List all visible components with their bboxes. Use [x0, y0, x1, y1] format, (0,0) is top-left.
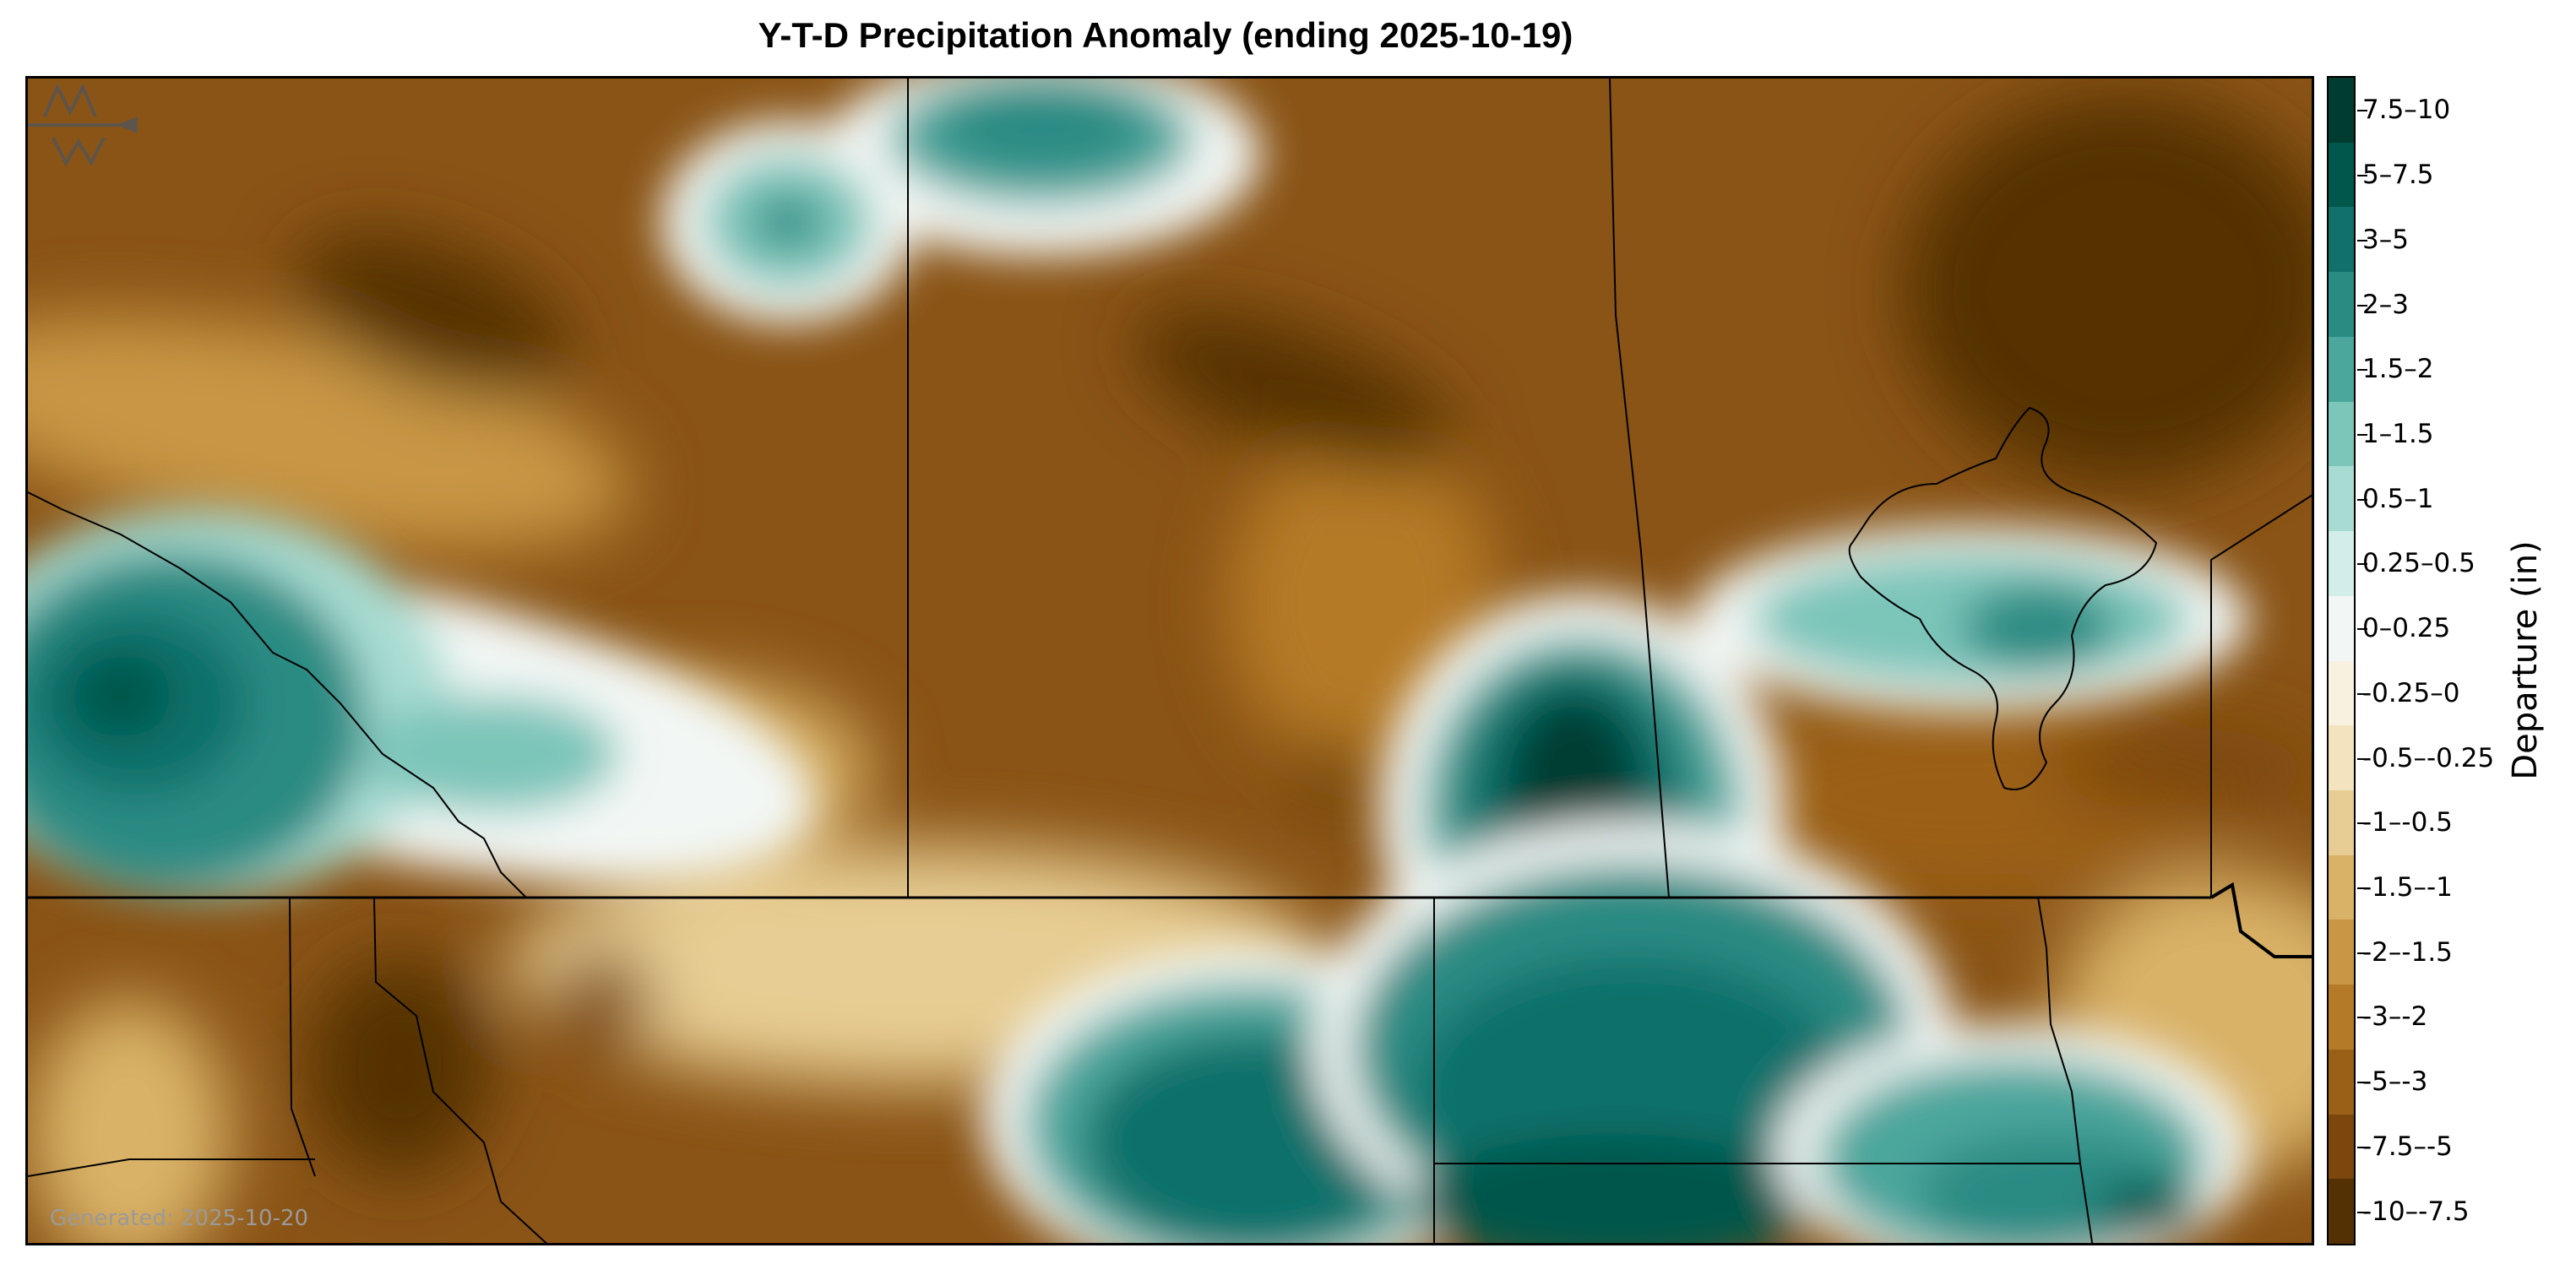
colorbar-bin-label: 2–3 [2362, 289, 2409, 320]
colorbar-bin [2329, 920, 2354, 985]
colorbar-tick [2357, 1146, 2367, 1148]
colorbar [2327, 76, 2367, 1245]
colorbar-bin-label: -10–-7.5 [2362, 1196, 2470, 1227]
colorbar-bin [2329, 207, 2354, 273]
colorbar-bin [2329, 985, 2354, 1050]
colorbar-bin [2329, 660, 2354, 726]
colorbar-bin [2329, 336, 2354, 403]
colorbar-tick [2357, 175, 2367, 177]
colorbar-bin [2329, 1049, 2354, 1115]
colorbar-tick [2357, 1211, 2367, 1213]
colorbar-bin-label: 1–1.5 [2362, 418, 2434, 449]
colorbar-bin [2329, 855, 2354, 920]
colorbar-bin-label: -1–-0.5 [2362, 807, 2453, 838]
colorbar-bin [2329, 466, 2354, 532]
province-border-east [1609, 79, 1670, 898]
colorbar-bin [2329, 78, 2354, 144]
anomaly-field [28, 79, 2312, 1243]
colorbar-bin [2329, 531, 2354, 597]
bc-alberta-border [28, 491, 527, 898]
colorbar-bin-label: -2–-1.5 [2362, 936, 2453, 968]
lake-winnipeg-outline [1848, 406, 2158, 790]
colorbar-tick [2357, 498, 2367, 501]
colorbar-bin-label: -1.5–-1 [2362, 872, 2453, 903]
colorbar-tick [2357, 822, 2367, 825]
colorbar-bin-label: 5–7.5 [2362, 160, 2434, 191]
colorbar-tick [2357, 304, 2367, 307]
colorbar-bin-label: -5–-3 [2362, 1066, 2428, 1098]
colorbar-bin-label: -0.25–0 [2362, 677, 2460, 708]
colorbar-tick [2357, 952, 2367, 954]
colorbar-tick [2357, 239, 2367, 241]
continental-divide-border [373, 897, 547, 1243]
colorbar-bin [2329, 595, 2354, 661]
state-border-mn [2037, 897, 2094, 1243]
colorbar-bin-label: -7.5–-5 [2362, 1131, 2453, 1162]
colorbar-bin [2329, 789, 2354, 856]
boundary-lines [28, 79, 2312, 1243]
precipitation-anomaly-map[interactable]: Generated: 2025-10-20 [25, 76, 2314, 1245]
colorbar-bin-label: 7.5–10 [2362, 95, 2451, 126]
colorbar-bin [2329, 401, 2354, 467]
generated-timestamp: Generated: 2025-10-20 [50, 1206, 309, 1231]
colorbar-bin-label: 3–5 [2362, 224, 2409, 255]
colorbar-bin-label: 0–0.25 [2362, 613, 2451, 644]
lake-superior-shore [2209, 882, 2312, 958]
colorbar-bin [2329, 1179, 2354, 1245]
state-border-id [289, 897, 316, 1177]
colorbar-bin [2329, 1114, 2354, 1180]
colorbar-tick [2357, 757, 2367, 760]
colorbar-bin [2329, 142, 2354, 208]
colorbar-bin-label: -3–-2 [2362, 1001, 2428, 1033]
colorbar-tick [2357, 110, 2367, 112]
colorbar-tick [2357, 1017, 2367, 1019]
colorbar-tick [2357, 887, 2367, 890]
colorbar-title: Departure (in) [2506, 540, 2545, 780]
state-border-wy [28, 1158, 315, 1177]
colorbar-bin-label: 0.25–0.5 [2362, 548, 2475, 579]
province-border-ontario [2210, 494, 2312, 898]
colorbar-tick [2357, 692, 2367, 695]
colorbar-bin-label: 0.5–1 [2362, 483, 2434, 514]
colorbar-bin-label: 1.5–2 [2362, 354, 2434, 385]
colorbar-tick [2357, 433, 2367, 436]
colorbar-tick [2357, 369, 2367, 372]
map-title: Y-T-D Precipitation Anomaly (ending 2025… [758, 15, 1573, 55]
colorbar-tick [2357, 628, 2367, 631]
colorbar-bin [2329, 725, 2354, 791]
meteoblue-style-logo-icon [28, 83, 138, 167]
colorbar-bin [2329, 272, 2354, 338]
colorbar-tick [2357, 1082, 2367, 1084]
colorbar-bin-label: -0.5–-0.25 [2362, 742, 2495, 773]
colorbar-tick [2357, 563, 2367, 566]
